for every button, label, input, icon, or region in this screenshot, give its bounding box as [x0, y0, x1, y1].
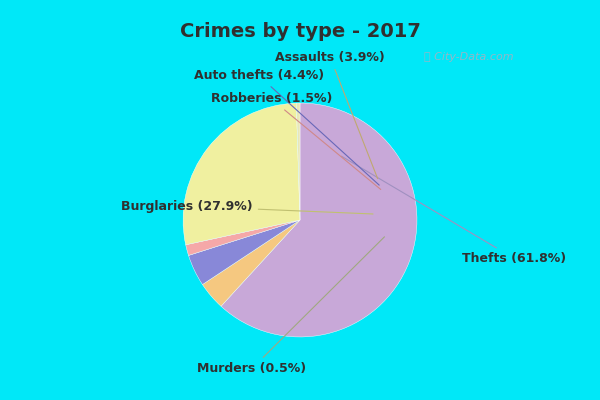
Text: ⓘ City-Data.com: ⓘ City-Data.com — [424, 52, 513, 62]
Text: Murders (0.5%): Murders (0.5%) — [197, 237, 385, 375]
Text: Robberies (1.5%): Robberies (1.5%) — [211, 92, 381, 190]
Text: Auto thefts (4.4%): Auto thefts (4.4%) — [194, 69, 379, 185]
Title: Crimes by type - 2017: Crimes by type - 2017 — [179, 22, 421, 41]
Wedge shape — [185, 220, 300, 256]
Wedge shape — [188, 220, 300, 284]
Wedge shape — [202, 220, 300, 306]
Text: Assaults (3.9%): Assaults (3.9%) — [275, 51, 385, 179]
Wedge shape — [296, 103, 300, 220]
Text: Thefts (61.8%): Thefts (61.8%) — [341, 156, 566, 265]
Text: Burglaries (27.9%): Burglaries (27.9%) — [121, 200, 373, 214]
Wedge shape — [221, 103, 417, 337]
Wedge shape — [183, 103, 300, 245]
